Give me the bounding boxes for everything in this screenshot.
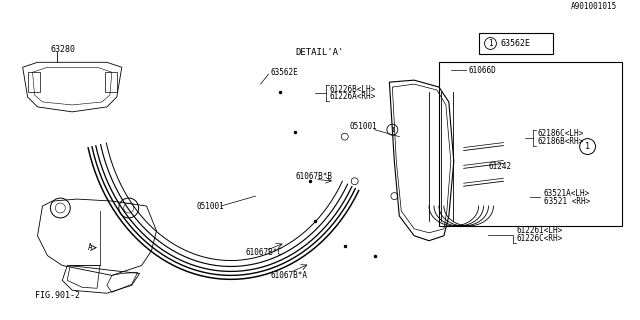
Text: 61242: 61242 [488,162,511,171]
Text: 63562E: 63562E [271,68,298,77]
Text: 61226A<RH>: 61226A<RH> [330,92,376,101]
Text: 61067B*C: 61067B*C [246,248,283,257]
Text: 61226B<LH>: 61226B<LH> [330,84,376,93]
Text: 63562E: 63562E [500,39,531,48]
Text: 62186B<RH>: 62186B<RH> [537,137,583,146]
Bar [479,33,553,54]
Text: 051001: 051001 [196,202,224,211]
Text: 1: 1 [585,142,590,151]
Text: A: A [88,243,92,252]
Text: 62186C<LH>: 62186C<LH> [537,129,583,138]
Text: 051001: 051001 [349,122,378,131]
Bar [439,62,622,226]
Text: 61067B*A: 61067B*A [271,271,307,280]
Text: FIG.901-2: FIG.901-2 [35,291,79,300]
Text: A901001015: A901001015 [571,2,618,11]
Text: 61067B*B: 61067B*B [295,172,332,181]
Bar [105,72,117,92]
Bar [28,72,40,92]
Text: 61226C<RH>: 61226C<RH> [516,234,563,243]
Text: 63521 <RH>: 63521 <RH> [544,196,590,205]
Text: DETAIL'A': DETAIL'A' [296,48,344,57]
Text: 63280: 63280 [51,45,76,54]
Text: 63521A<LH>: 63521A<LH> [544,188,590,198]
Text: 1: 1 [488,39,493,48]
Text: 61066D: 61066D [468,66,497,75]
Text: 1: 1 [390,127,394,133]
Text: 61226I<LH>: 61226I<LH> [516,226,563,235]
